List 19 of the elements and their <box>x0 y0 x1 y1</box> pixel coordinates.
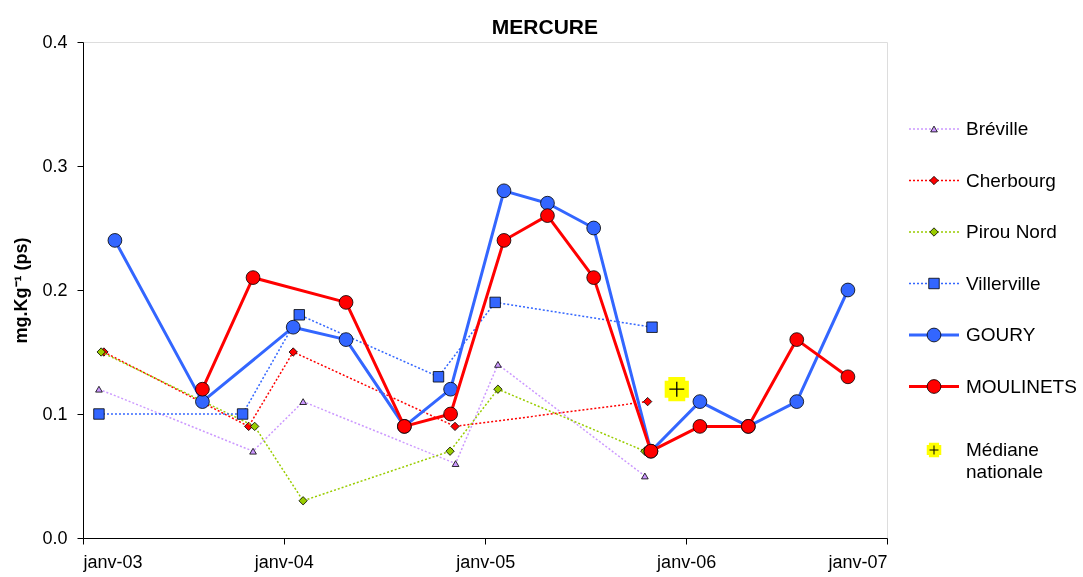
x-tick-label: janv-03 <box>82 551 143 572</box>
y-tick-label: 0.3 <box>42 155 68 176</box>
legend-label: MOULINETS <box>966 375 1077 397</box>
y-tick-label: 0.0 <box>42 527 68 548</box>
legend-label: Bréville <box>966 118 1029 139</box>
y-tick-label: 0.2 <box>42 279 68 300</box>
legend-label: Pirou Nord <box>966 221 1057 242</box>
legend-label: Cherbourg <box>966 169 1056 191</box>
y-tick-label: 0.1 <box>42 403 68 424</box>
x-tick-label: janv-07 <box>827 551 888 572</box>
legend-label: GOURY <box>966 324 1036 345</box>
x-tick-label: janv-04 <box>253 551 314 572</box>
y-tick-label: 0.4 <box>42 31 68 52</box>
chart-title: MERCURE <box>491 15 598 38</box>
x-tick-label: janv-05 <box>455 551 516 572</box>
legend-label: Villerville <box>966 272 1041 294</box>
legend-label: Médiane nationale <box>966 439 1044 482</box>
x-tick-label: janv-06 <box>656 551 717 572</box>
y-axis-title: mg.Kg⁻¹ (ps) <box>11 237 32 344</box>
